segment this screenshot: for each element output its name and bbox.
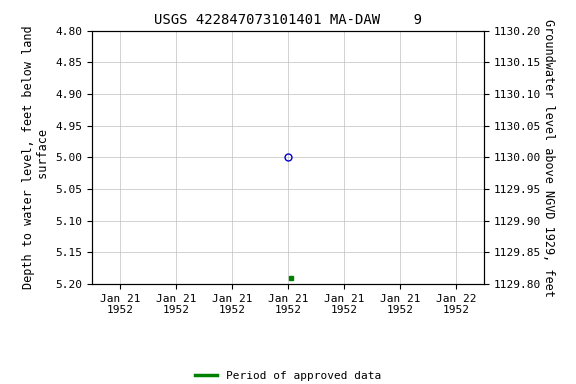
Y-axis label: Depth to water level, feet below land
 surface: Depth to water level, feet below land su… (22, 26, 50, 289)
Legend: Period of approved data: Period of approved data (191, 366, 385, 384)
Y-axis label: Groundwater level above NGVD 1929, feet: Groundwater level above NGVD 1929, feet (541, 18, 555, 296)
Title: USGS 422847073101401 MA-DAW    9: USGS 422847073101401 MA-DAW 9 (154, 13, 422, 27)
